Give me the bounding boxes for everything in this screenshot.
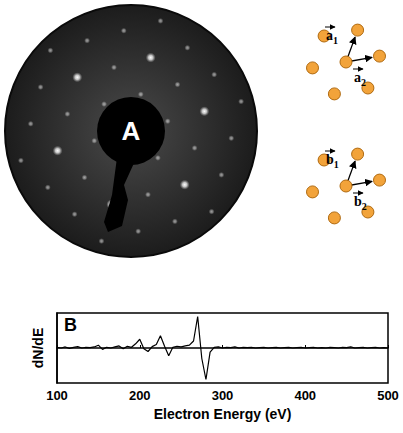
svg-text:100: 100 [46,388,68,403]
svg-text:A: A [122,116,141,146]
svg-text:300: 300 [212,388,234,403]
svg-text:dN/dE: dN/dE [30,328,46,368]
svg-text:B: B [64,315,77,335]
svg-text:b2: b2 [354,194,367,212]
svg-text:Electron Energy (eV): Electron Energy (eV) [154,406,292,422]
svg-text:200: 200 [129,388,151,403]
svg-text:a2: a2 [354,70,366,88]
svg-text:400: 400 [294,388,316,403]
svg-text:b1: b1 [326,152,339,170]
svg-text:a1: a1 [326,28,338,46]
svg-text:500: 500 [377,388,399,403]
